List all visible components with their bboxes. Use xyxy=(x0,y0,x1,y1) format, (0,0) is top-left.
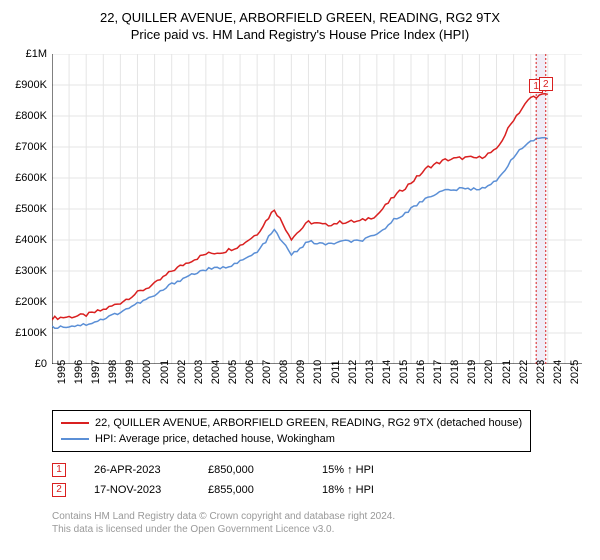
xtick-label: 2001 xyxy=(159,360,171,384)
legend-label: 22, QUILLER AVENUE, ARBORFIELD GREEN, RE… xyxy=(95,415,522,431)
xtick-label: 2024 xyxy=(552,360,564,384)
chart-area: £0 £100K £200K £300K £400K £500K £600K £700K £80… xyxy=(8,50,592,400)
ytick-label: £300K xyxy=(15,265,47,277)
plot-svg xyxy=(52,54,582,364)
footer-line-2: This data is licensed under the Open Gov… xyxy=(52,523,592,536)
sale-price: £855,000 xyxy=(208,480,298,500)
sale-pct: 15% ↑ HPI xyxy=(322,460,412,480)
sales-table: 1 26-APR-2023 £850,000 15% ↑ HPI 2 17-NOV-202… xyxy=(52,460,592,500)
xtick-label: 2022 xyxy=(518,360,530,384)
xtick-label: 1996 xyxy=(73,360,85,384)
xtick-label: 2009 xyxy=(295,360,307,384)
xtick-label: 2019 xyxy=(466,360,478,384)
xtick-label: 2014 xyxy=(381,360,393,384)
ytick-label: £100K xyxy=(15,327,47,339)
xtick-label: 2004 xyxy=(210,360,222,384)
sale-date: 17-NOV-2023 xyxy=(94,480,184,500)
xtick-label: 2020 xyxy=(483,360,495,384)
sale-price: £850,000 xyxy=(208,460,298,480)
legend: 22, QUILLER AVENUE, ARBORFIELD GREEN, RE… xyxy=(52,410,531,452)
ytick-label: £200K xyxy=(15,296,47,308)
ytick-label: £800K xyxy=(15,110,47,122)
xtick-label: 2007 xyxy=(261,360,273,384)
sale-pct: 18% ↑ HPI xyxy=(322,480,412,500)
legend-swatch xyxy=(61,438,89,440)
xtick-label: 1998 xyxy=(107,360,119,384)
xtick-label: 2016 xyxy=(415,360,427,384)
xtick-label: 2011 xyxy=(330,360,342,384)
ytick-label: £400K xyxy=(15,234,47,246)
ytick-label: £500K xyxy=(15,203,47,215)
xtick-label: 2017 xyxy=(432,360,444,384)
xtick-label: 2015 xyxy=(398,360,410,384)
legend-row: HPI: Average price, detached house, Woki… xyxy=(61,431,522,447)
xtick-label: 2012 xyxy=(347,360,359,384)
sale-date: 26-APR-2023 xyxy=(94,460,184,480)
xtick-label: 2013 xyxy=(364,360,376,384)
footer-text: Contains HM Land Registry data © Crown c… xyxy=(52,510,592,536)
xtick-label: 2023 xyxy=(535,360,547,384)
legend-row: 22, QUILLER AVENUE, ARBORFIELD GREEN, RE… xyxy=(61,415,522,431)
sale-row: 1 26-APR-2023 £850,000 15% ↑ HPI xyxy=(52,460,592,480)
xtick-label: 2000 xyxy=(141,360,153,384)
ytick-label: £700K xyxy=(15,141,47,153)
xtick-label: 2005 xyxy=(227,360,239,384)
legend-swatch xyxy=(61,422,89,424)
xtick-label: 2018 xyxy=(449,360,461,384)
ytick-label: £600K xyxy=(15,172,47,184)
sale-marker: 1 xyxy=(52,463,66,477)
ytick-label: £900K xyxy=(15,79,47,91)
xtick-label: 2006 xyxy=(244,360,256,384)
xtick-label: 2025 xyxy=(569,360,581,384)
xtick-label: 2008 xyxy=(278,360,290,384)
xtick-label: 1995 xyxy=(56,360,68,384)
xtick-label: 2003 xyxy=(193,360,205,384)
xtick-label: 1999 xyxy=(124,360,136,384)
sale-row: 2 17-NOV-2023 £855,000 18% ↑ HPI xyxy=(52,480,592,500)
footer-line-1: Contains HM Land Registry data © Crown c… xyxy=(52,510,592,523)
xtick-label: 2010 xyxy=(312,360,324,384)
ytick-label: £1M xyxy=(26,48,47,60)
legend-label: HPI: Average price, detached house, Woki… xyxy=(95,431,335,447)
ytick-label: £0 xyxy=(35,358,47,370)
series-property xyxy=(52,94,548,320)
chart-title: 22, QUILLER AVENUE, ARBORFIELD GREEN, RE… xyxy=(8,10,592,25)
chart-subtitle: Price paid vs. HM Land Registry's House … xyxy=(8,27,592,42)
xtick-label: 2021 xyxy=(501,360,513,384)
xtick-label: 2002 xyxy=(176,360,188,384)
xtick-label: 1997 xyxy=(90,360,102,384)
marker-badge: 2 xyxy=(539,77,553,91)
sale-marker: 2 xyxy=(52,483,66,497)
